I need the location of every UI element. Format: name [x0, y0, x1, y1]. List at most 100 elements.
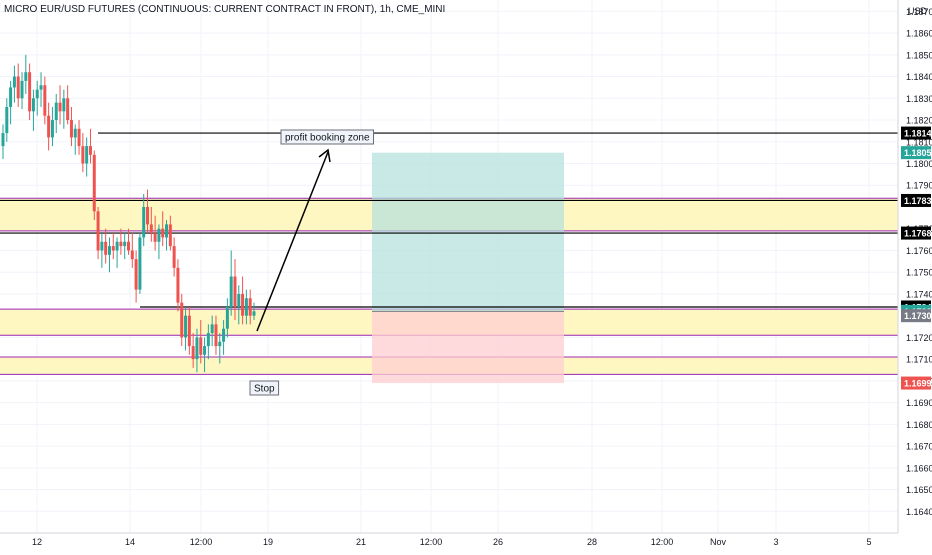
candle-body	[184, 315, 188, 338]
level-price-badge-text: 1.1768	[904, 229, 932, 239]
y-tick-label: 1.1820	[906, 116, 932, 126]
candle-body	[157, 228, 161, 242]
candle-body	[9, 87, 13, 107]
candle-body	[206, 333, 210, 347]
candle-body	[138, 237, 142, 290]
chart-title: MICRO EUR/USD FUTURES (CONTINUOUS: CURRE…	[4, 4, 446, 15]
y-tick-label: 1.1720	[906, 333, 932, 343]
x-tick-label: 12:00	[651, 537, 674, 547]
candle-body	[176, 267, 180, 303]
candle-body	[39, 85, 43, 90]
level-price-badge-box	[901, 126, 931, 140]
candle-body	[149, 224, 153, 234]
x-tick-label: 12:00	[190, 537, 213, 547]
y-tick-label: 1.1860	[906, 29, 932, 39]
y-tick-label: 1.1790	[906, 181, 932, 191]
candle-body	[195, 337, 199, 360]
currency-label: USD	[908, 6, 928, 16]
y-tick-label: 1.1690	[906, 398, 932, 408]
candle-body	[161, 228, 165, 238]
candle-body	[153, 233, 157, 242]
x-tick-label: Nov	[710, 537, 727, 547]
projection-arrow-head	[318, 148, 331, 163]
candle-body	[214, 324, 218, 347]
candle-body	[233, 276, 237, 307]
position-price-badge-text: 1.1699	[904, 379, 932, 389]
y-tick-label: 1.1640	[906, 507, 932, 517]
stop-zone	[372, 311, 564, 384]
position-price-badge-box	[901, 146, 931, 160]
candle-body	[31, 98, 35, 112]
y-tick-label: 1.1680	[906, 420, 932, 430]
y-tick-label: 1.1810	[906, 137, 932, 147]
y-tick-label: 1.1870	[906, 7, 932, 17]
position-price-badge-text: 1.1805	[904, 148, 932, 158]
y-tick-label: 1.1840	[906, 72, 932, 82]
candle-body	[62, 98, 66, 112]
candle-body	[100, 241, 104, 251]
y-tick-label: 1.1660	[906, 463, 932, 473]
x-tick-label: 14	[125, 537, 135, 547]
candle-body	[73, 128, 77, 138]
x-tick-label: 28	[587, 537, 597, 547]
candle-body	[130, 250, 134, 260]
candle-body	[77, 128, 81, 147]
candle-body	[24, 72, 28, 81]
x-tick-label: 26	[493, 537, 503, 547]
candle-body	[35, 89, 39, 99]
candle-body	[119, 241, 123, 247]
profit-booking-label-box	[280, 129, 375, 145]
y-tick-label: 1.1740	[906, 289, 932, 299]
x-tick-label: 19	[263, 537, 273, 547]
y-tick-label: 1.1710	[906, 355, 932, 365]
candle-body	[142, 206, 146, 238]
position-price-badge-text: 1.1730	[904, 311, 932, 321]
position-price-badge-box	[901, 309, 931, 323]
candle-body	[107, 246, 111, 255]
candle-body	[66, 98, 70, 121]
candle-body	[5, 106, 9, 134]
candle-body	[123, 241, 127, 247]
target-zone	[372, 152, 564, 312]
candle-body	[134, 259, 138, 290]
y-tick-label: 1.1760	[906, 246, 932, 256]
level-price-badge-box	[901, 193, 931, 207]
y-tick-label: 1.1750	[906, 268, 932, 278]
y-tick-label: 1.1650	[906, 485, 932, 495]
y-tick-label: 1.1850	[906, 50, 932, 60]
position-price-badge-box	[901, 376, 931, 390]
profit-booking-label-text: profit booking zone	[285, 133, 370, 144]
stop-label: Stop	[249, 380, 280, 396]
candle-body	[16, 76, 20, 99]
candle-body	[20, 80, 24, 99]
level-price-badge-text: 1.1783	[904, 196, 932, 206]
candle-body	[248, 298, 252, 316]
level-price-badge-box	[901, 226, 931, 240]
candle-body	[43, 85, 47, 116]
candle-body	[54, 102, 58, 121]
y-tick-label: 1.1800	[906, 159, 932, 169]
candle-body	[165, 224, 169, 238]
candle-body	[58, 102, 62, 112]
y-tick-label: 1.1830	[906, 94, 932, 104]
candle-body	[172, 246, 176, 268]
stop-label-box	[249, 380, 280, 396]
candle-body	[47, 115, 51, 138]
candle-body	[199, 337, 203, 355]
x-tick-label: 3	[773, 537, 778, 547]
candle-body	[237, 293, 241, 307]
candle-body	[85, 146, 89, 164]
candle-body	[229, 276, 233, 307]
candle-body	[12, 76, 16, 88]
candle-body	[69, 120, 73, 138]
candle-body	[115, 241, 119, 251]
stop-label-text: Stop	[254, 384, 275, 395]
candle-body	[104, 241, 108, 255]
candle-body	[1, 133, 5, 147]
profit-booking-label: profit booking zone	[280, 129, 375, 145]
candle-body	[127, 241, 130, 251]
candle-body	[244, 298, 248, 316]
candle-body	[225, 306, 229, 329]
